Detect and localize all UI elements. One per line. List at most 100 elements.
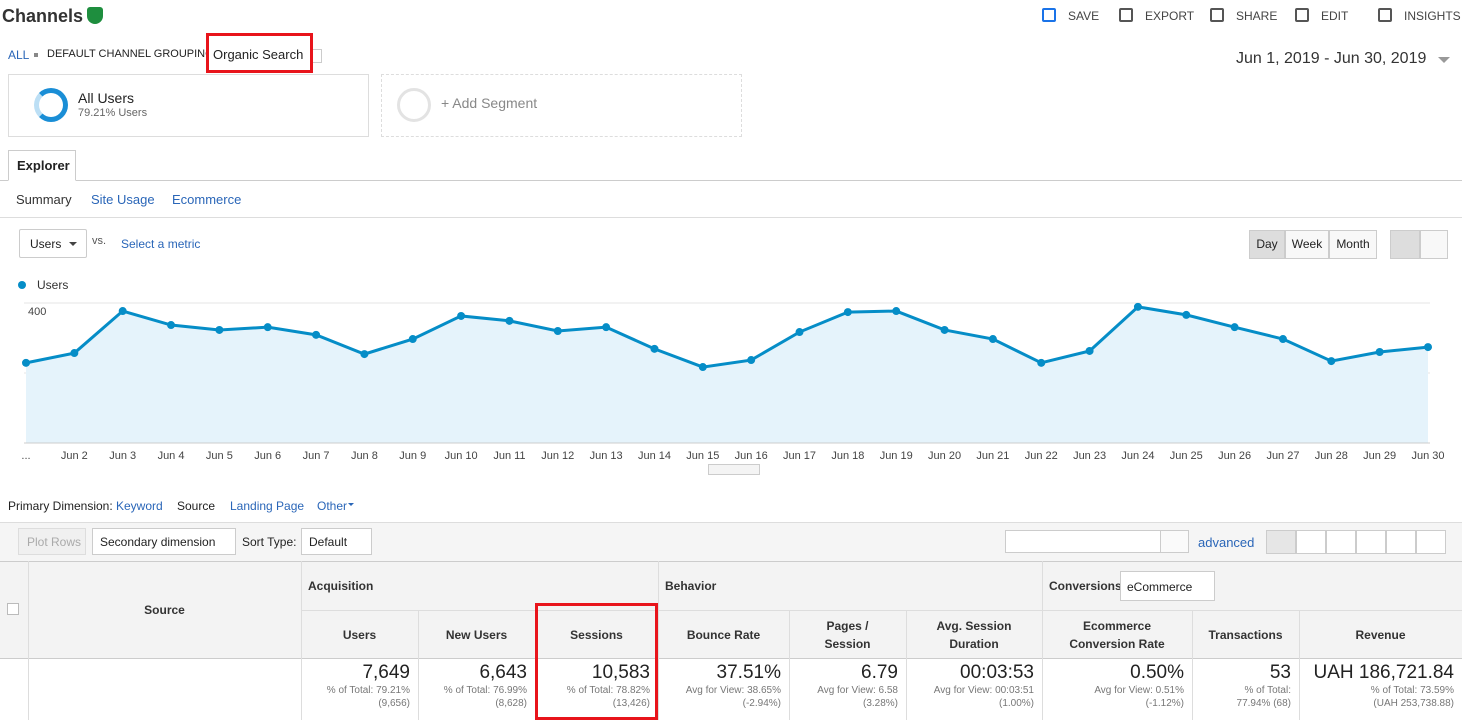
action-button[interactable]: EDIT: [1321, 9, 1349, 23]
action-button[interactable]: SHARE: [1236, 9, 1278, 23]
metric-caret: [69, 242, 77, 250]
x-tick-label: Jun 11: [493, 450, 525, 462]
page-title: Channels: [2, 6, 84, 26]
total-base: (-1.12%): [1145, 698, 1184, 709]
total-base: (9,656): [378, 698, 410, 709]
dimension-option[interactable]: Source: [177, 499, 216, 513]
secondary-select[interactable]: [92, 528, 236, 555]
column-title[interactable]: Bounce Rate: [686, 627, 761, 642]
metric-select[interactable]: [19, 229, 87, 258]
breadcrumb-current[interactable]: Organic Search: [213, 47, 304, 62]
sort-select[interactable]: [301, 528, 372, 555]
total-cell: 00:03:53 Avg for View: 00:03:51 (1.00%): [906, 662, 1034, 710]
x-tick-label: Jun 6: [254, 450, 281, 462]
chart-type-button[interactable]: [1420, 230, 1448, 259]
time-label[interactable]: Month: [1336, 237, 1370, 251]
column-title[interactable]: Pages / Session: [824, 618, 871, 651]
point: [795, 328, 804, 337]
total-note: Avg for View: 38.65%: [685, 685, 781, 696]
add-segment-card[interactable]: [381, 74, 742, 137]
action-icon[interactable]: [1295, 8, 1309, 22]
row-checkbox[interactable]: [7, 603, 19, 615]
breadcrumb-item[interactable]: DEFAULT CHANNEL GROUPING: [47, 48, 207, 60]
view-button[interactable]: [1266, 530, 1296, 554]
metric-name[interactable]: Users: [30, 237, 62, 251]
column-title[interactable]: Sessions: [570, 627, 623, 642]
action-button[interactable]: EXPORT: [1145, 9, 1195, 23]
verified-icon: [87, 7, 103, 24]
x-tick-label: Jun 15: [686, 450, 719, 462]
conversions-select[interactable]: [1120, 571, 1215, 601]
breadcrumb-link[interactable]: ALL: [8, 48, 30, 62]
subtab[interactable]: Summary: [16, 192, 72, 207]
point: [1182, 310, 1191, 319]
sort-type[interactable]: Default: [309, 535, 348, 549]
action-icon[interactable]: [1210, 8, 1224, 22]
view-button[interactable]: [1386, 530, 1416, 554]
col-divider: [789, 610, 790, 720]
column-title[interactable]: Transactions: [1208, 627, 1283, 642]
action-button[interactable]: SAVE: [1068, 9, 1100, 23]
view-button[interactable]: [1326, 530, 1356, 554]
column-header[interactable]: Bounce Rate: [658, 611, 789, 658]
total-base: (3.28%): [862, 698, 898, 709]
dimension-option[interactable]: Other: [317, 499, 348, 513]
date-range[interactable]: Jun 1, 2019 - Jun 30, 2019: [1236, 50, 1427, 67]
view-button[interactable]: [1416, 530, 1446, 554]
column-header[interactable]: Transactions: [1192, 611, 1299, 658]
column-header[interactable]: Revenue: [1299, 611, 1462, 658]
highlight-box: [206, 33, 313, 73]
conversions-type[interactable]: eCommerce: [1127, 580, 1193, 594]
column-header[interactable]: Avg. Session Duration: [906, 611, 1042, 658]
x-tick-label: Jun 28: [1315, 450, 1348, 462]
view-button[interactable]: [1296, 530, 1326, 554]
column-header[interactable]: Pages / Session: [789, 611, 906, 658]
total-cell: 7,649 % of Total: 79.21% (9,656): [301, 662, 410, 710]
time-label[interactable]: Week: [1291, 237, 1323, 251]
search-input[interactable]: [1005, 530, 1161, 553]
advanced-link[interactable]: advanced: [1198, 535, 1255, 550]
add-segment[interactable]: + Add Segment: [441, 95, 538, 111]
point: [70, 349, 79, 358]
action-icon[interactable]: [1378, 8, 1392, 22]
action-icon[interactable]: [1042, 8, 1056, 22]
column-header[interactable]: Sessions: [535, 611, 658, 658]
column-title[interactable]: Source: [144, 602, 185, 617]
plot-rows-button[interactable]: [18, 528, 86, 555]
col-divider: [1299, 610, 1300, 720]
view-button[interactable]: [1356, 530, 1386, 554]
column-title[interactable]: Avg. Session Duration: [936, 618, 1012, 651]
time-button[interactable]: Month: [1329, 230, 1377, 259]
subtab[interactable]: Site Usage: [91, 192, 155, 207]
column-title[interactable]: New Users: [445, 627, 508, 642]
column-header[interactable]: Users: [301, 611, 418, 658]
secondary-dimension[interactable]: Secondary dimension: [100, 535, 216, 549]
time-label[interactable]: Day: [1256, 237, 1278, 251]
tab[interactable]: Explorer: [17, 158, 70, 173]
tab-box[interactable]: [8, 150, 76, 181]
column-title[interactable]: Revenue: [1355, 627, 1406, 642]
column-title[interactable]: Ecommerce Conversion Rate: [1069, 618, 1165, 651]
action-button[interactable]: INSIGHTS: [1404, 9, 1461, 23]
column-header[interactable]: New Users: [418, 611, 535, 658]
select-metric[interactable]: Select a metric: [121, 237, 201, 251]
totals-divider: [0, 658, 1462, 659]
subtab[interactable]: Ecommerce: [172, 192, 242, 207]
x-tick-label: Jun 22: [1025, 450, 1058, 462]
dimension-option[interactable]: Landing Page: [230, 499, 305, 513]
column-header[interactable]: Source: [28, 561, 301, 658]
dimension-option[interactable]: Keyword: [116, 499, 163, 513]
action-icon[interactable]: [1119, 8, 1133, 22]
total-note: % of Total: 73.59%: [1370, 685, 1454, 696]
plot-rows[interactable]: Plot Rows: [27, 535, 82, 549]
time-button[interactable]: Day: [1249, 230, 1285, 259]
chart-type-button[interactable]: [1390, 230, 1420, 259]
x-tick-label: Jun 27: [1266, 450, 1299, 462]
column-title[interactable]: Users: [342, 627, 377, 642]
chart-handle[interactable]: [708, 464, 760, 475]
search-button[interactable]: [1160, 530, 1189, 553]
column-header[interactable]: Ecommerce Conversion Rate: [1042, 611, 1192, 658]
time-button[interactable]: Week: [1285, 230, 1329, 259]
x-tick-label: Jun 16: [735, 450, 768, 462]
